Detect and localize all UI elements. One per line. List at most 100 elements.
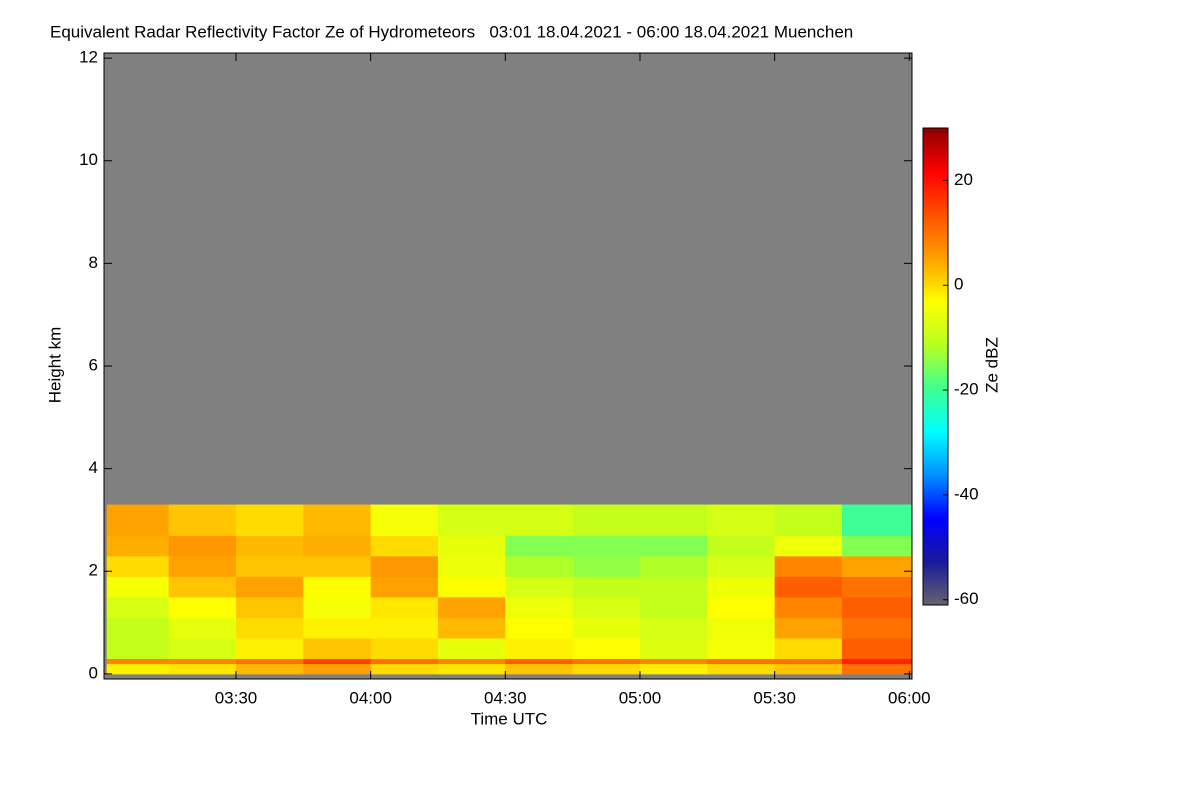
heatmap-cell xyxy=(235,658,304,665)
heatmap-cell xyxy=(303,535,372,557)
heatmap-cell xyxy=(841,576,913,598)
heatmap-cell xyxy=(505,663,574,675)
heatmap-cell xyxy=(168,504,237,536)
heatmap-cell xyxy=(572,637,641,659)
heatmap-cell xyxy=(639,576,708,598)
heatmap-cell xyxy=(370,596,439,618)
heatmap-cell xyxy=(370,637,439,659)
y-tick-label: 2 xyxy=(89,561,98,580)
heatmap-cell xyxy=(235,576,304,598)
heatmap-cell xyxy=(639,535,708,557)
heatmap-cell xyxy=(505,617,574,639)
heatmap-cell xyxy=(572,617,641,639)
heatmap-cell xyxy=(106,617,170,639)
heatmap-cell xyxy=(303,663,372,675)
heatmap-cell xyxy=(774,658,843,665)
heatmap-cell xyxy=(505,658,574,665)
chart-title: Equivalent Radar Reflectivity Factor Ze … xyxy=(50,22,853,41)
heatmap-cell xyxy=(303,637,372,659)
heatmap-cell xyxy=(235,617,304,639)
colorbar-tick-label: -60 xyxy=(954,589,979,608)
heatmap-cell xyxy=(572,663,641,675)
heatmap-cell xyxy=(707,637,776,659)
heatmap-cell xyxy=(370,658,439,665)
heatmap-cell xyxy=(572,596,641,618)
heatmap-cell xyxy=(572,535,641,557)
heatmap-cell xyxy=(505,637,574,659)
y-tick-label: 0 xyxy=(89,663,98,682)
heatmap-cell xyxy=(505,555,574,577)
heatmap-cell xyxy=(235,637,304,659)
heatmap-cell xyxy=(774,617,843,639)
heatmap-cell xyxy=(639,596,708,618)
heatmap-cell xyxy=(106,663,170,675)
heatmap-cell xyxy=(572,658,641,665)
heatmap-cell xyxy=(303,596,372,618)
heatmap-cell xyxy=(303,576,372,598)
heatmap-cell xyxy=(106,658,170,665)
heatmap-cell xyxy=(235,504,304,536)
heatmap-cell xyxy=(639,637,708,659)
heatmap-cell xyxy=(774,535,843,557)
heatmap-cell xyxy=(303,504,372,536)
y-tick-label: 10 xyxy=(79,150,98,169)
heatmap-cell xyxy=(303,555,372,577)
x-tick-label: 06:00 xyxy=(888,688,931,707)
heatmap-cell xyxy=(235,663,304,675)
heatmap-cell xyxy=(437,576,506,598)
heatmap-cell xyxy=(168,576,237,598)
heatmap-cell xyxy=(774,663,843,675)
heatmap-cell xyxy=(707,535,776,557)
x-tick-label: 03:30 xyxy=(215,688,258,707)
heatmap-cell xyxy=(774,504,843,536)
heatmap-cell xyxy=(841,596,913,618)
heatmap-cell xyxy=(370,535,439,557)
heatmap-cell xyxy=(168,555,237,577)
heatmap-cell xyxy=(106,535,170,557)
heatmap-cell xyxy=(707,555,776,577)
heatmap-cell xyxy=(841,658,913,665)
heatmap-cell xyxy=(437,658,506,665)
heatmap-cell xyxy=(639,658,708,665)
heatmap-cell xyxy=(168,658,237,665)
heatmap-cell xyxy=(841,504,913,536)
heatmap-cell xyxy=(437,535,506,557)
heatmap-cell xyxy=(572,555,641,577)
heatmap-cell xyxy=(168,663,237,675)
heatmap-cell xyxy=(774,576,843,598)
heatmap-cell xyxy=(774,596,843,618)
heatmap-cell xyxy=(370,617,439,639)
heatmap-cell xyxy=(235,555,304,577)
heatmap-cell xyxy=(168,596,237,618)
heatmap-cell xyxy=(437,596,506,618)
heatmap-cell xyxy=(707,576,776,598)
heatmap-cell xyxy=(106,637,170,659)
heatmap-cell xyxy=(572,504,641,536)
heatmap-cell xyxy=(505,596,574,618)
heatmap-cell xyxy=(437,617,506,639)
heatmap-cell xyxy=(168,617,237,639)
heatmap-cell xyxy=(370,576,439,598)
heatmap-cell xyxy=(235,535,304,557)
heatmap-cell xyxy=(370,504,439,536)
y-tick-label: 6 xyxy=(89,355,98,374)
heatmap-cell xyxy=(106,504,170,536)
x-axis-label: Time UTC xyxy=(471,709,548,728)
heatmap-cell xyxy=(572,576,641,598)
colorbar-tick-label: -20 xyxy=(954,380,979,399)
heatmap-cell xyxy=(841,637,913,659)
heatmap-cell xyxy=(370,555,439,577)
y-tick-label: 4 xyxy=(89,458,98,477)
heatmap-cell xyxy=(774,555,843,577)
heatmap-cell xyxy=(639,617,708,639)
heatmap-cell xyxy=(841,555,913,577)
heatmap-cell xyxy=(437,663,506,675)
x-tick-label: 05:00 xyxy=(619,688,662,707)
heatmap-cell xyxy=(106,555,170,577)
heatmap-cell xyxy=(437,637,506,659)
heatmap-cell xyxy=(707,504,776,536)
heatmap-cell xyxy=(639,663,708,675)
heatmap-cell xyxy=(168,637,237,659)
